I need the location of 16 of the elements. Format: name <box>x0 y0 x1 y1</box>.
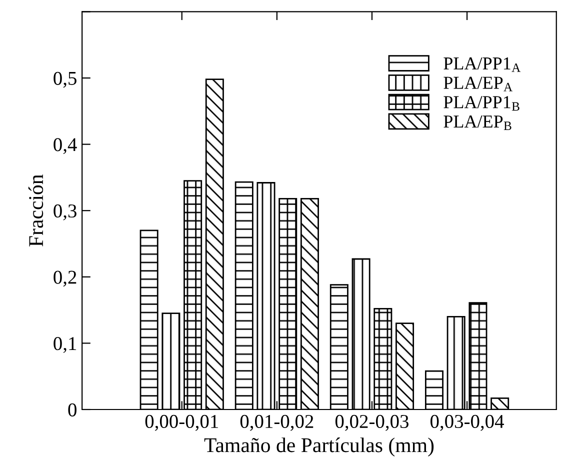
y-tick-label: 0,1 <box>54 337 76 353</box>
y-tick-label: 0,4 <box>54 138 77 154</box>
legend-label: PLA/EP$_{B}$ <box>444 116 512 130</box>
x-tick-label: 0,02-0,03 <box>335 414 408 431</box>
legend-label: PLA/PP1$_{B}$ <box>444 96 520 111</box>
y-axis-title: Fracción <box>28 174 44 246</box>
y-tick-label: 0,5 <box>54 72 76 88</box>
legend-label: PLA/PP1$_{A}$ <box>444 57 521 72</box>
x-tick-label: 0,03-0,04 <box>430 414 504 431</box>
y-tick-label: 0,3 <box>54 204 76 220</box>
x-axis-title: Tamaño de Partículas (mm) <box>204 438 434 456</box>
y-tick-label: 0 <box>68 403 76 416</box>
x-tick-label: 0,01-0,02 <box>240 414 314 431</box>
legend-label: PLA/EP$_{A}$ <box>444 76 513 92</box>
y-tick-label: 0,2 <box>54 270 76 287</box>
x-tick-label: 0,00-0,01 <box>145 414 218 431</box>
